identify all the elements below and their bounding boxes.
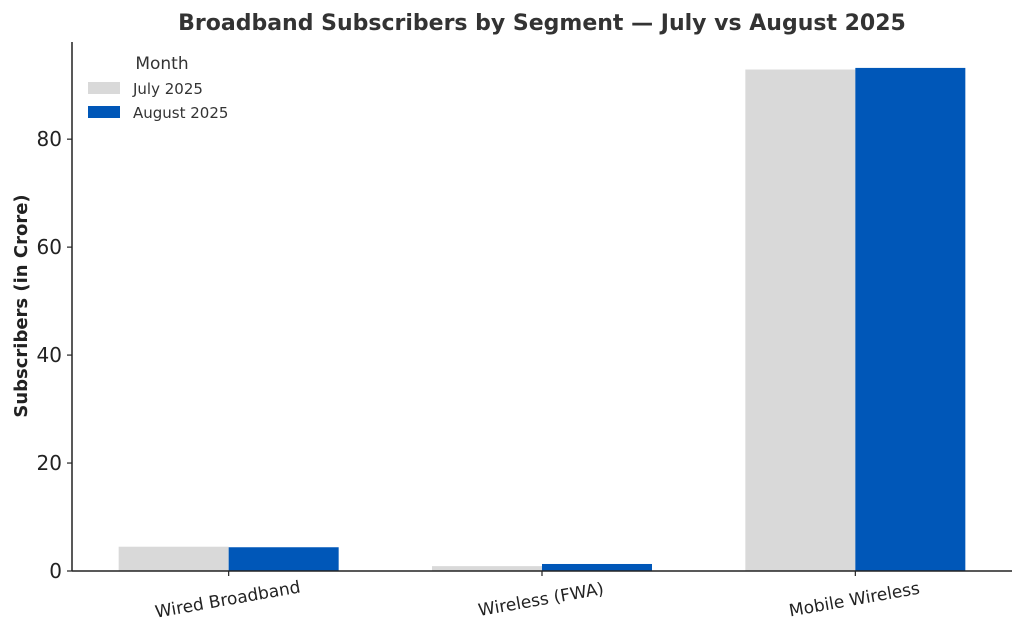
legend: Month July 2025 August 2025 <box>88 54 228 122</box>
chart-title: Broadband Subscribers by Segment — July … <box>178 11 906 36</box>
x-tick-label: Wired Broadband <box>154 577 302 622</box>
y-tick-label: 20 <box>37 451 62 475</box>
y-tick-label: 0 <box>49 559 62 583</box>
legend-label-july-2025: July 2025 <box>132 80 203 98</box>
bar-wireless-fwa-august-2025 <box>542 563 652 571</box>
legend-label-august-2025: August 2025 <box>133 104 228 122</box>
y-ticks-group: 0 20 40 60 80 <box>37 127 72 583</box>
x-tick-label: Wireless (FWA) <box>477 579 606 621</box>
bar-mobile-wireless-july-2025 <box>745 69 856 571</box>
bar-wireless-fwa-july-2025 <box>432 566 542 571</box>
y-axis-label: Subscribers (in Crore) <box>11 194 32 417</box>
legend-swatch-july-2025 <box>88 82 120 94</box>
bar-wired-broadband-august-2025 <box>228 547 339 571</box>
legend-title: Month <box>135 54 188 74</box>
legend-swatch-august-2025 <box>88 106 120 118</box>
x-tick-label: Mobile Wireless <box>788 579 922 622</box>
y-tick-label: 80 <box>37 127 62 151</box>
y-tick-label: 40 <box>37 343 62 367</box>
bars-group <box>118 67 966 571</box>
bar-wired-broadband-july-2025 <box>118 546 229 571</box>
x-ticks-group: Wired Broadband Wireless (FWA) Mobile Wire… <box>154 571 922 623</box>
bar-mobile-wireless-august-2025 <box>855 67 966 571</box>
y-tick-label: 60 <box>37 235 62 259</box>
